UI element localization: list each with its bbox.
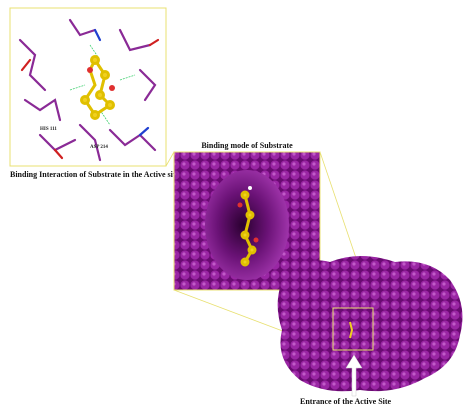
residue-label: HIS 111 — [40, 127, 57, 132]
interaction-panel: HIS 111 ASP 214 — [9, 7, 167, 167]
protein-caption: Entrance of the Active Site — [300, 397, 392, 406]
binding-mode-title: Binding mode of Substrate — [201, 141, 293, 150]
caption-box: Binding Interaction of Substrate in the … — [10, 170, 180, 179]
residue-label: ASP 214 — [90, 145, 108, 150]
interaction-caption: Binding Interaction of Substrate in the … — [10, 170, 180, 179]
protein-surface — [277, 256, 463, 397]
entrance-arrow — [345, 354, 363, 397]
binding-mode-panel — [173, 151, 321, 291]
